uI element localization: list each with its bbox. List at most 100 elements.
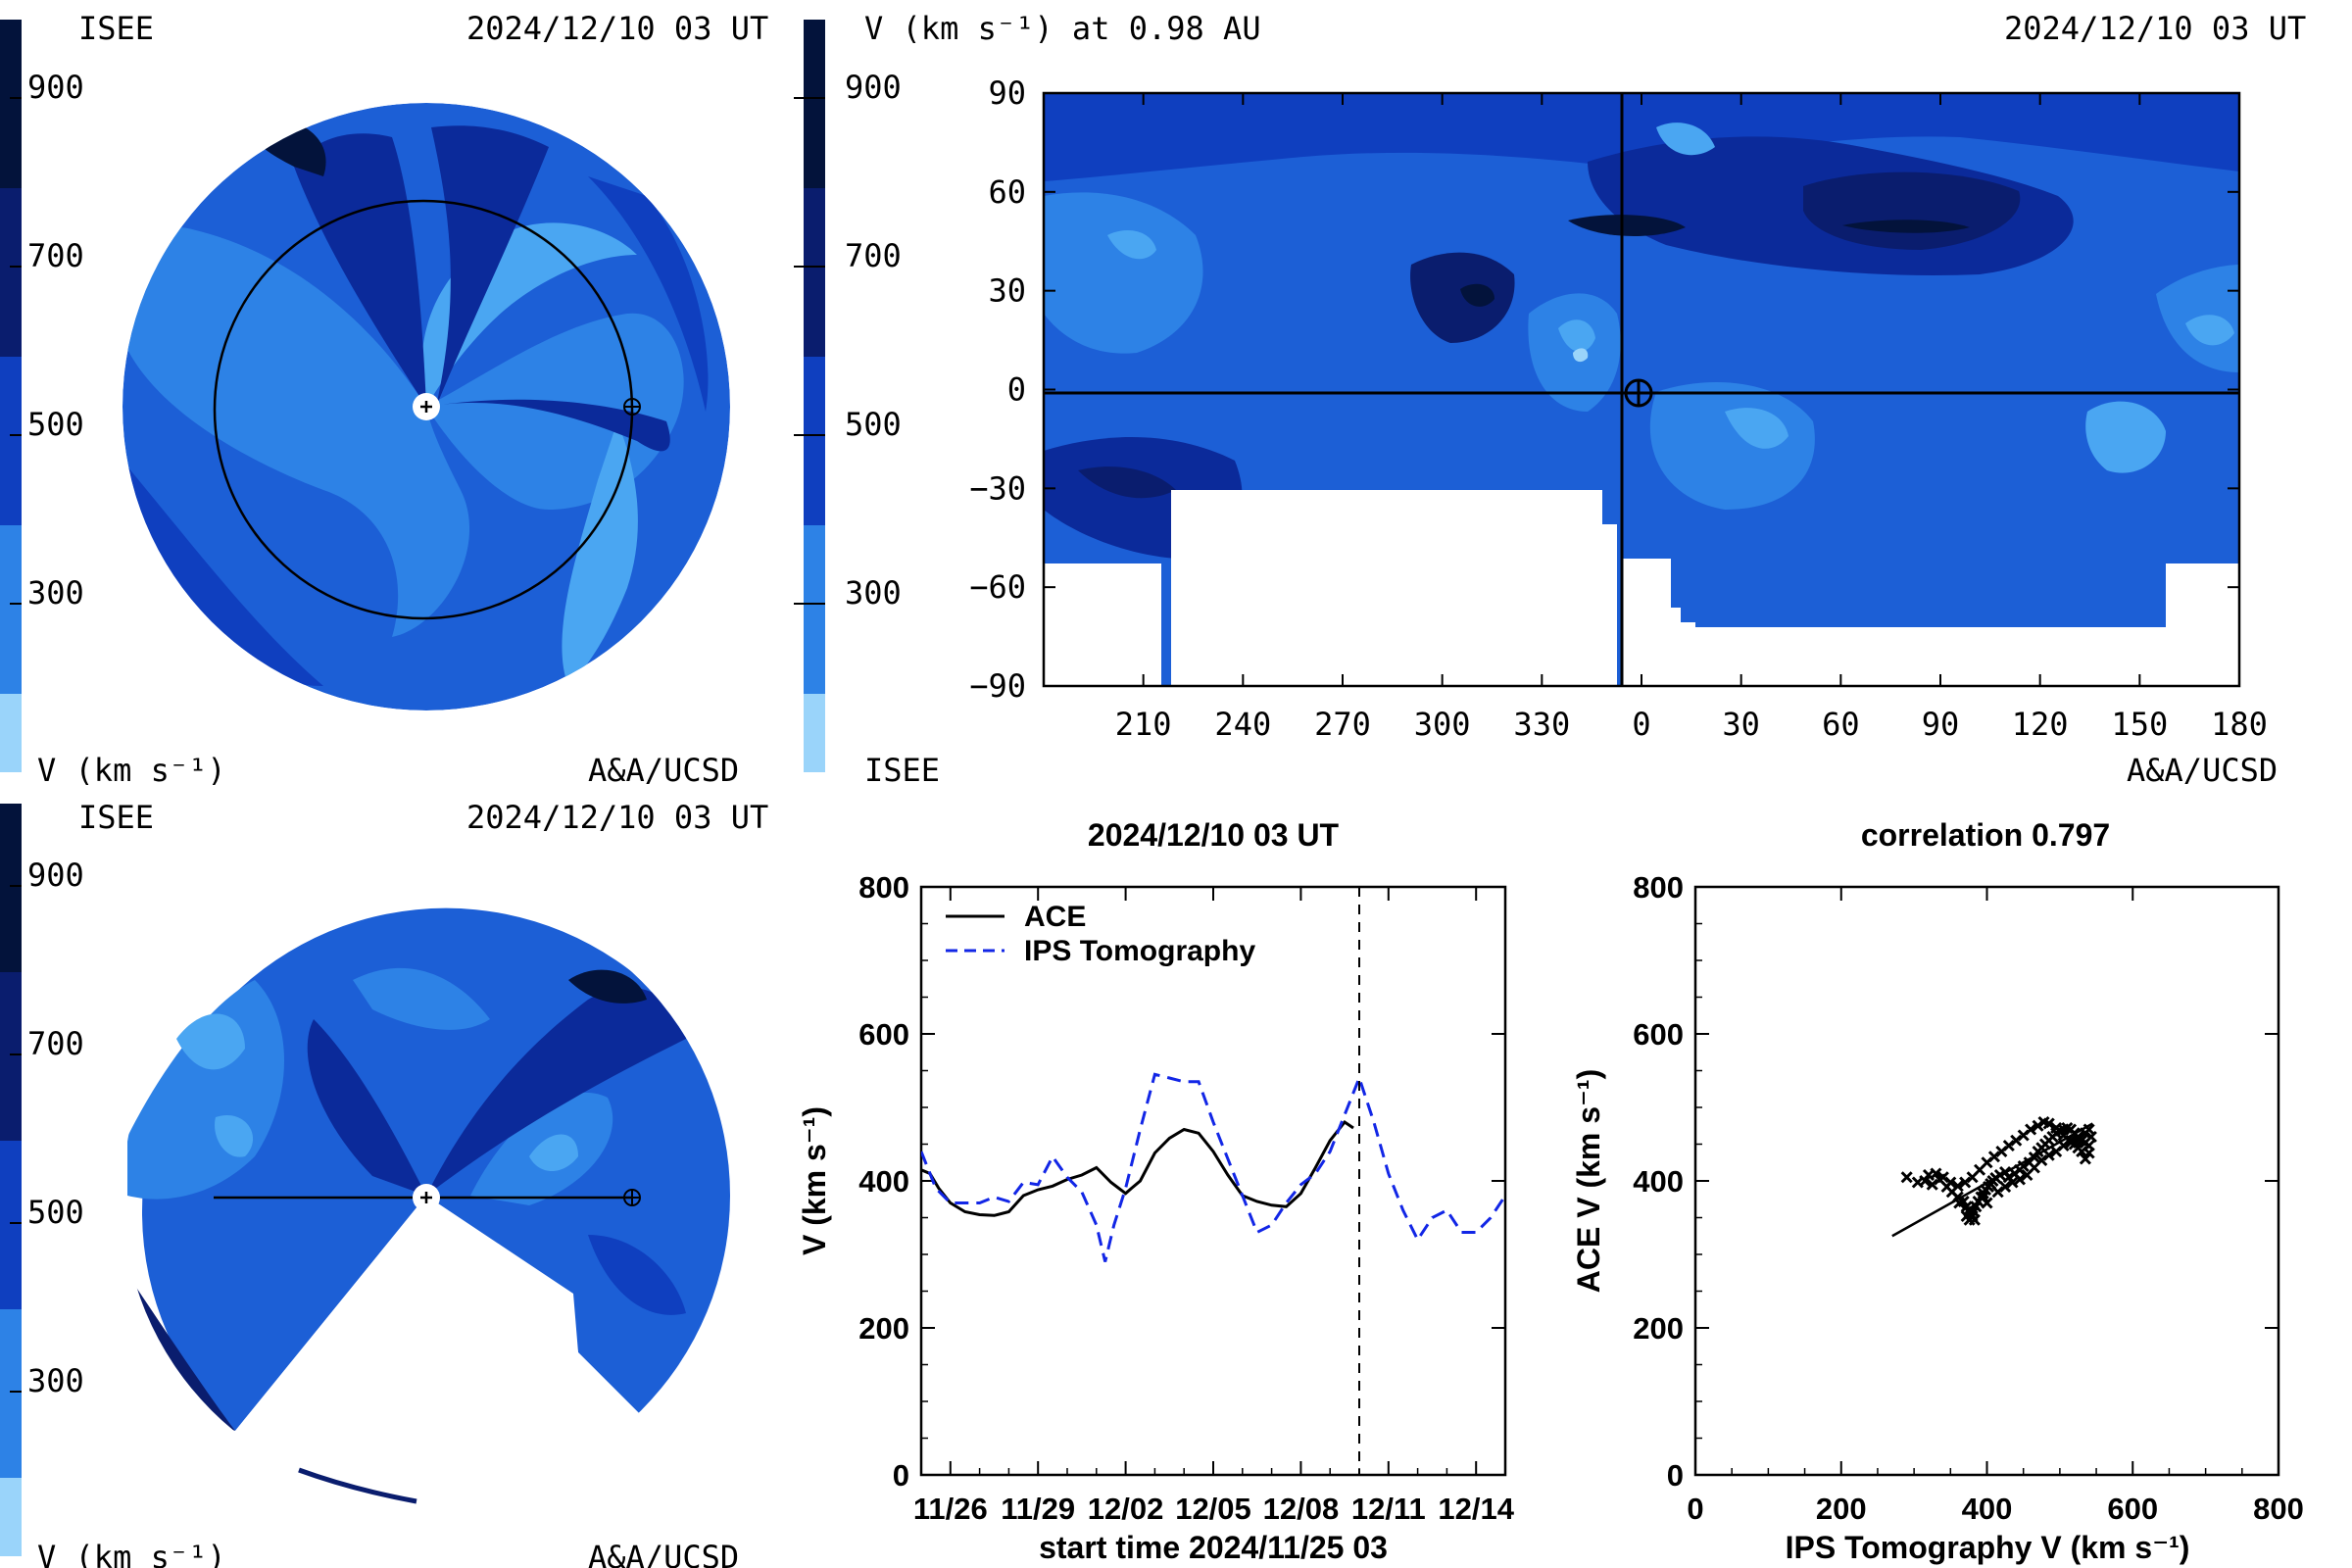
y-tick-label: 600 (1633, 1017, 1684, 1052)
org-label: ISEE (864, 752, 940, 789)
correlation-scatter-chart: correlation 0.797 0 200 400 600 800 0 200 400 60… (1571, 817, 2304, 1565)
colorbar-tick-900: 900 (27, 69, 84, 106)
y-tick-label: 800 (858, 870, 909, 905)
axis-ticks: 11/26 11/29 12/02 12/05 12/08 12/11 12/14 0 200 4… (858, 870, 1514, 1526)
scatter-point (2032, 1119, 2044, 1132)
scatter-point (1991, 1186, 2004, 1199)
x-tick-label: 0 (1632, 706, 1650, 743)
x-tick-label: 300 (1414, 706, 1471, 743)
scatter-point (2037, 1115, 2050, 1129)
scatter-point (1960, 1209, 1973, 1223)
units-label: V (km s⁻¹) (37, 1539, 226, 1568)
colorbar-synoptic: 900 700 500 300 (794, 20, 902, 772)
colorbar-tick-500: 500 (845, 406, 902, 443)
scatter-point (1981, 1197, 1993, 1209)
colorbar-tick-700: 700 (27, 237, 84, 274)
edge-data-fragment (298, 1467, 417, 1504)
earth-marker-icon (623, 1189, 641, 1206)
earth-marker-icon (623, 398, 641, 416)
x-tick-label: 90 (1922, 706, 1960, 743)
x-axis-label: start time 2024/11/25 03 (1039, 1530, 1388, 1565)
scatter-point (1919, 1174, 1932, 1188)
plot-frame (919, 885, 1507, 1477)
credit-label: A&A/UCSD (588, 1539, 739, 1568)
scatter-point (2064, 1136, 2078, 1150)
x-tick-label: 12/14 (1438, 1492, 1514, 1526)
y-tick-label: −60 (969, 568, 1026, 606)
chart-title: 2024/12/10 03 UT (1088, 817, 1340, 853)
colorbar-tick-700: 700 (845, 237, 902, 274)
y-tick-label: 400 (1633, 1164, 1684, 1199)
scatter-point (2050, 1121, 2063, 1135)
scatter-point (2035, 1153, 2048, 1167)
colorbar-tick-300: 300 (27, 1362, 84, 1399)
y-tick-label: 200 (1633, 1311, 1684, 1346)
x-tick-label: 12/02 (1088, 1492, 1164, 1526)
scatter-point (2017, 1129, 2030, 1142)
map-title: V (km s⁻¹) at 0.98 AU (864, 10, 1261, 47)
series-layer (921, 1072, 1505, 1262)
x-tick-label: 120 (2012, 706, 2069, 743)
x-tick-label: 800 (2253, 1492, 2304, 1526)
axis-ticks: 0 200 400 600 800 0 200 400 600 800 (1633, 870, 2304, 1526)
series-ace-line (921, 1119, 1354, 1217)
synoptic-contours (1044, 93, 2239, 686)
colorbar-tick-300: 300 (27, 574, 84, 612)
scatter-point (1936, 1171, 1949, 1184)
scatter-point (1959, 1176, 1972, 1189)
y-tick-label: −30 (969, 469, 1026, 507)
scatter-point (1951, 1180, 1964, 1193)
scatter-point (2072, 1132, 2084, 1145)
x-tick-label: 200 (1816, 1492, 1867, 1526)
data-gap-mask (235, 1196, 657, 1431)
scatter-point (1900, 1171, 1913, 1184)
x-tick-label: 400 (1962, 1492, 2013, 1526)
y-tick-label: 0 (1007, 371, 1026, 409)
earth-marker-icon (1624, 378, 1653, 408)
colorbar-tick-900: 900 (845, 69, 902, 106)
scatter-point (1926, 1178, 1938, 1191)
colorbar-left-top: 900 700 500 300 (0, 20, 84, 772)
x-tick-label: 210 (1115, 706, 1172, 743)
y-tick-label: 800 (1633, 870, 1684, 905)
synoptic-speed-map: 900 700 500 300 V (km s⁻¹) at 0.98 AU 20… (794, 10, 2306, 789)
units-label: V (km s⁻¹) (37, 752, 226, 789)
x-tick-label: 240 (1214, 706, 1271, 743)
scatter-point (2079, 1152, 2091, 1165)
x-tick-label: 12/08 (1263, 1492, 1340, 1526)
scatter-point (2042, 1149, 2055, 1161)
colorbar-tick-700: 700 (27, 1025, 84, 1062)
colorbar-tick-300: 300 (845, 574, 902, 612)
legend: ACE IPS Tomography (946, 901, 1255, 967)
chart-title: correlation 0.797 (1861, 817, 2110, 853)
speed-timeseries-chart: 2024/12/10 03 UT 11/26 11/29 12/02 12/05 12/… (797, 817, 1515, 1565)
legend-ace: ACE (1024, 901, 1086, 933)
y-tick-label: 200 (858, 1311, 909, 1346)
scatter-point (2084, 1130, 2097, 1144)
org-label: ISEE (78, 10, 154, 47)
y-tick-label: −90 (969, 667, 1026, 705)
colorbar-tick-500: 500 (27, 1194, 84, 1231)
speed-disc (122, 907, 730, 1431)
series-ips-line (921, 1072, 1505, 1262)
map-ticks: 210 240 270 300 330 0 30 60 90 120 150 1809060300−3… (969, 74, 2268, 743)
meridional-speed-map: 900 700 500 300 ISEE 2024/12/10 03 UT V … (0, 799, 768, 1568)
colorbar-tick-900: 900 (27, 857, 84, 894)
date-label: 2024/12/10 03 UT (2004, 10, 2306, 47)
x-tick-label: 270 (1314, 706, 1371, 743)
legend-ips: IPS Tomography (1024, 935, 1255, 967)
x-tick-label: 600 (2107, 1492, 2158, 1526)
scatter-point (2010, 1134, 2023, 1147)
points-layer (1900, 1115, 2097, 1226)
scatter-point (1977, 1191, 1989, 1203)
sun-plus-icon (420, 401, 432, 413)
scatter-point (1944, 1176, 1957, 1189)
y-tick-label: 0 (1667, 1458, 1684, 1493)
y-tick-label: 90 (988, 74, 1026, 112)
x-tick-label: 30 (1722, 706, 1760, 743)
org-label: ISEE (78, 799, 154, 836)
fit-line (1891, 1122, 2093, 1238)
scatter-point (1995, 1145, 2008, 1158)
scatter-point (1999, 1180, 2012, 1194)
